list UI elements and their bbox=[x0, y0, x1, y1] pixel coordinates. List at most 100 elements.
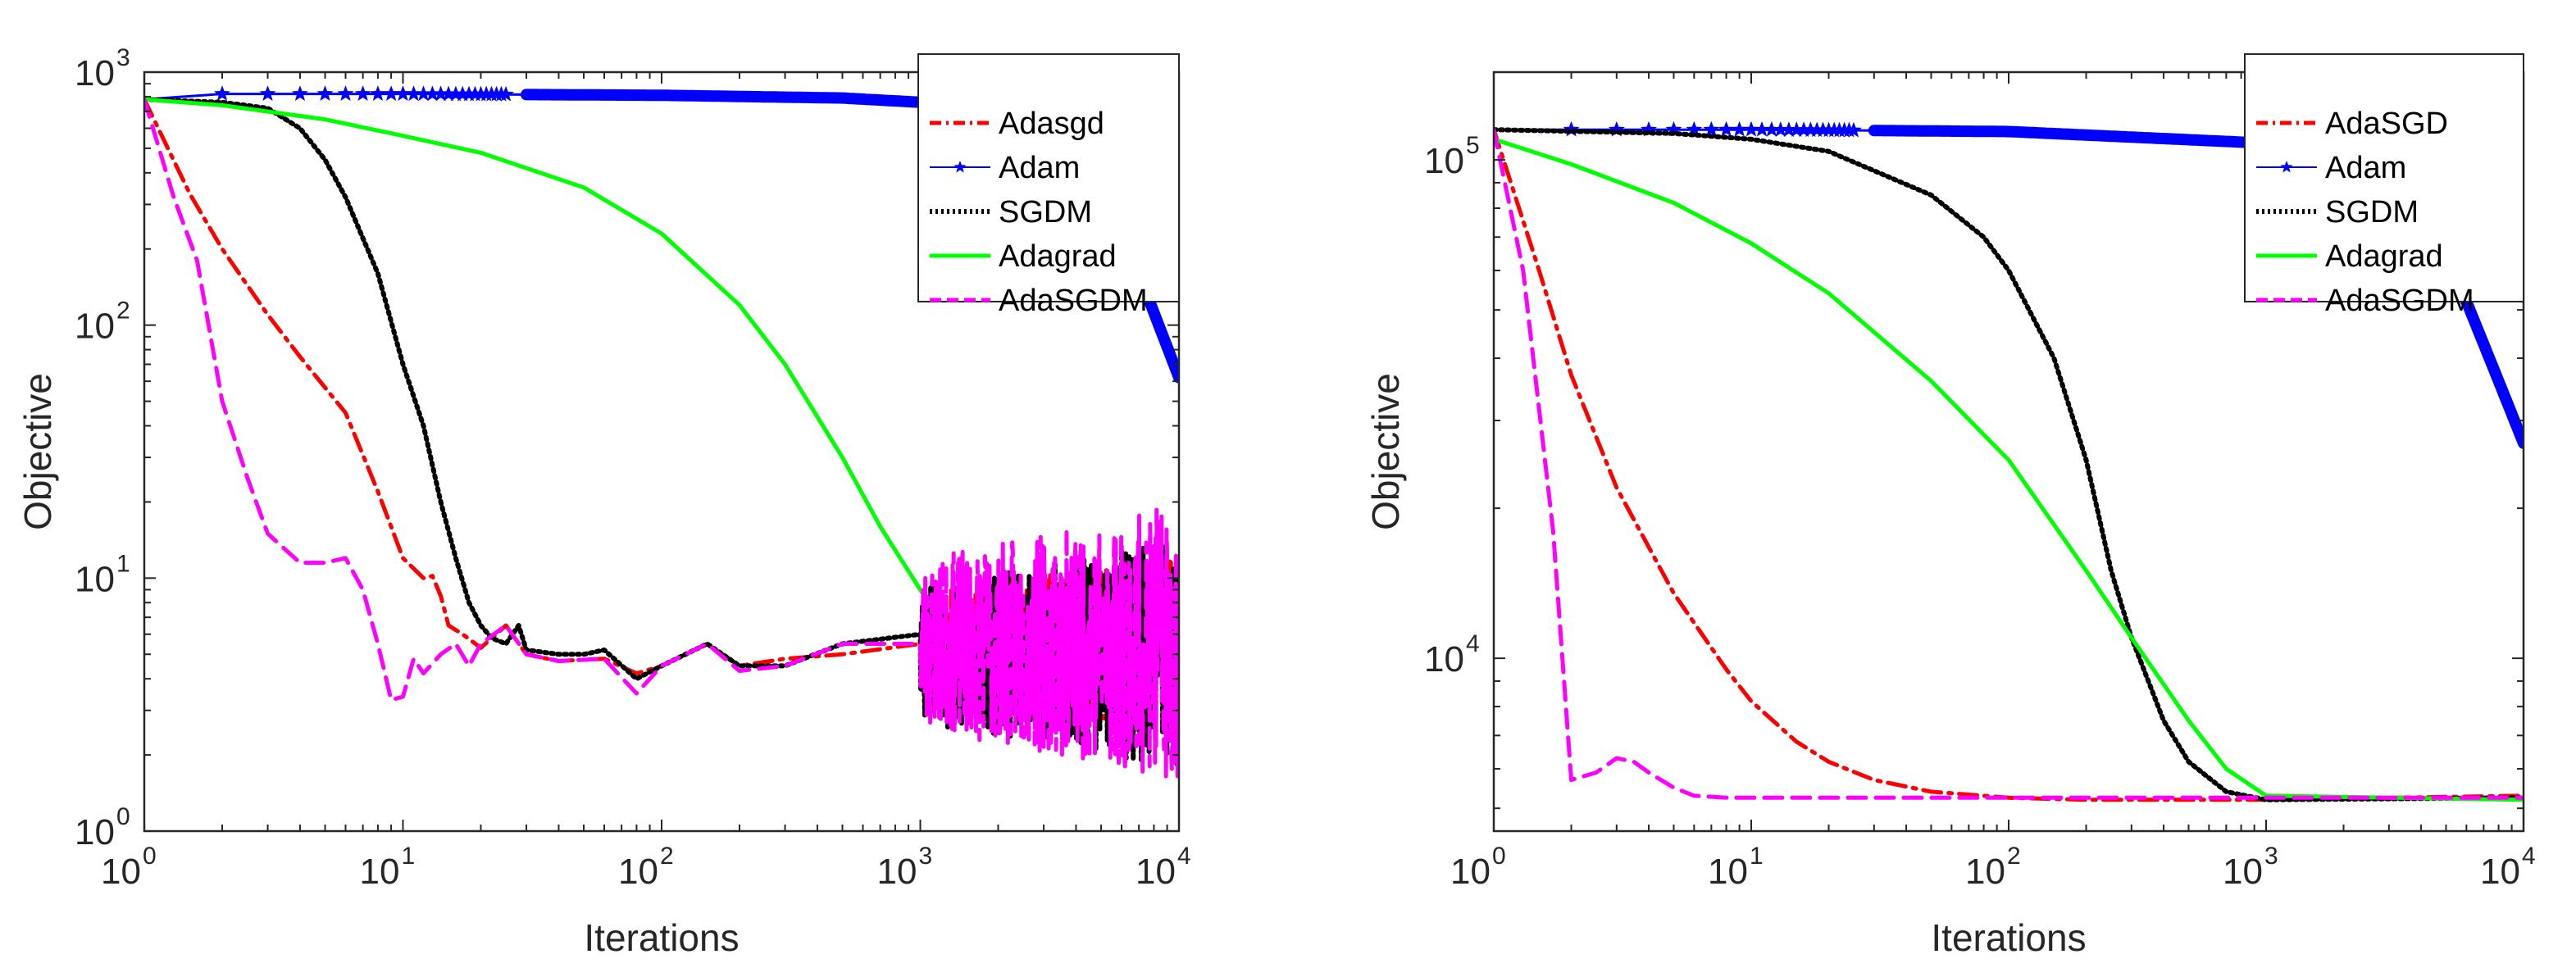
legend-left: Adasgd Adam SGDM Adagrad AdaSGDM bbox=[917, 53, 1180, 318]
series-marker-adam bbox=[214, 85, 230, 102]
x-tick-label: 10 2 bbox=[1965, 843, 2021, 892]
y-axis-label-left: Objective bbox=[16, 373, 59, 530]
y-tick-label: 10 3 bbox=[75, 44, 130, 93]
y-tick-exp: 1 bbox=[116, 550, 130, 577]
series-marker-adam bbox=[1686, 120, 1703, 137]
series-marker-adam bbox=[292, 85, 308, 102]
y-tick-base: 10 bbox=[1424, 639, 1464, 679]
y-tick-exp: 2 bbox=[116, 298, 130, 325]
x-tick-base: 10 bbox=[1708, 852, 1748, 892]
ticks-right: 10 0 10 1 10 2 10 3 10 410 410 5 bbox=[1424, 72, 2536, 892]
series-marker-adam bbox=[1846, 121, 1862, 138]
y-tick-label: 10 5 bbox=[1424, 132, 1480, 181]
x-axis-label-right: Iterations bbox=[1931, 916, 2086, 959]
x-tick-base: 10 bbox=[1450, 852, 1491, 892]
x-tick-label: 10 3 bbox=[2223, 843, 2278, 892]
x-tick-label: 10 1 bbox=[1708, 843, 1764, 892]
x-tick-exp: 3 bbox=[919, 843, 933, 870]
series-marker-adam bbox=[259, 85, 276, 102]
y-tick-label: 10 4 bbox=[1424, 630, 1480, 679]
x-tick-base: 10 bbox=[2480, 852, 2520, 892]
series-line-adagrad bbox=[1494, 137, 2524, 802]
y-tick-base: 10 bbox=[1424, 141, 1464, 181]
legend-item-adam: Adam bbox=[2256, 151, 2406, 185]
y-tick-base: 10 bbox=[75, 53, 115, 93]
series-line-adasgdm bbox=[1494, 127, 2524, 800]
x-tick-exp: 2 bbox=[2007, 843, 2021, 870]
x-tick-label: 10 4 bbox=[2480, 843, 2536, 892]
x-tick-base: 10 bbox=[2223, 852, 2263, 892]
legend-label: Adasgd bbox=[999, 107, 1104, 141]
y-tick-exp: 0 bbox=[116, 803, 130, 830]
series-marker-adam bbox=[498, 85, 514, 102]
x-tick-base: 10 bbox=[360, 852, 400, 892]
x-tick-label: 10 4 bbox=[1136, 843, 1191, 892]
legend-item-adasgdm: AdaSGDM bbox=[2256, 284, 2474, 318]
legend-item-adasgd: AdaSGD bbox=[2256, 107, 2448, 141]
x-tick-label: 10 2 bbox=[618, 843, 674, 892]
legend-label: SGDM bbox=[999, 195, 1092, 229]
legend-label: AdaSGDM bbox=[999, 284, 1148, 318]
legend-label: AdaSGD bbox=[2325, 107, 2448, 141]
y-tick-base: 10 bbox=[75, 559, 115, 599]
series-marker-adam bbox=[337, 85, 354, 102]
legend-star-marker bbox=[2280, 161, 2293, 173]
series-marker-adam bbox=[316, 85, 334, 102]
series-line-adagrad bbox=[144, 97, 952, 637]
y-tick-label: 10 0 bbox=[75, 803, 130, 852]
legend-item-sgdm: SGDM bbox=[930, 195, 1092, 229]
x-axis-label-left: Iterations bbox=[584, 916, 739, 959]
legend-label: Adam bbox=[999, 151, 1080, 185]
y-tick-label: 10 2 bbox=[75, 298, 130, 347]
legend-item-adam: Adam bbox=[930, 151, 1080, 185]
legend-item-adasgdm: AdaSGDM bbox=[930, 284, 1148, 318]
chart-right: 10 0 10 1 10 2 10 3 10 410 410 5 Iterations Objecti… bbox=[1364, 53, 2536, 959]
x-tick-exp: 0 bbox=[143, 843, 157, 870]
legend-item-adagrad: Adagrad bbox=[2256, 239, 2443, 274]
legend-item-adagrad: Adagrad bbox=[930, 239, 1117, 274]
x-tick-label: 10 0 bbox=[101, 843, 157, 892]
y-tick-exp: 4 bbox=[1466, 630, 1480, 657]
plot-area-left bbox=[144, 85, 1179, 779]
ticks-left: 10 0 10 1 10 2 10 3 10 410 010 110 210 3 bbox=[75, 44, 1191, 892]
legend-item-adasgd: Adasgd bbox=[930, 107, 1104, 141]
series-line-adasgdm bbox=[144, 97, 1179, 779]
x-tick-exp: 0 bbox=[1492, 843, 1506, 870]
legend-label: Adagrad bbox=[2325, 239, 2443, 274]
legend-label: Adam bbox=[2325, 151, 2406, 185]
x-tick-exp: 4 bbox=[2522, 843, 2536, 870]
legend-label: Adagrad bbox=[999, 239, 1117, 274]
x-tick-exp: 3 bbox=[2264, 843, 2278, 870]
x-tick-base: 10 bbox=[1965, 852, 2005, 892]
x-tick-base: 10 bbox=[618, 852, 658, 892]
series-marker-adam bbox=[1718, 120, 1735, 137]
series-marker-adam bbox=[1703, 120, 1720, 137]
legend-right: AdaSGD Adam SGDM Adagrad AdaSGDM bbox=[2244, 53, 2524, 318]
x-tick-label: 10 3 bbox=[877, 843, 933, 892]
x-tick-label: 10 0 bbox=[1450, 843, 1506, 892]
x-tick-exp: 2 bbox=[660, 843, 674, 870]
y-axis-label-right: Objective bbox=[1364, 373, 1407, 530]
legend-label: AdaSGDM bbox=[2325, 284, 2474, 318]
legend-item-sgdm: SGDM bbox=[2256, 195, 2419, 229]
legend-box-left bbox=[917, 53, 1180, 302]
x-tick-exp: 1 bbox=[402, 843, 416, 870]
y-tick-label: 10 1 bbox=[75, 550, 130, 599]
legend-box-right bbox=[2244, 53, 2524, 302]
series-line-sgdm bbox=[1494, 127, 2524, 802]
x-tick-label: 10 1 bbox=[360, 843, 416, 892]
series-marker-adam bbox=[370, 85, 386, 102]
x-tick-exp: 1 bbox=[1750, 843, 1764, 870]
series-marker-adam bbox=[354, 85, 371, 102]
x-tick-exp: 4 bbox=[1177, 843, 1191, 870]
y-tick-base: 10 bbox=[75, 812, 115, 852]
x-tick-base: 10 bbox=[101, 852, 141, 892]
y-tick-exp: 5 bbox=[1466, 132, 1480, 159]
legend-label: SGDM bbox=[2325, 195, 2419, 229]
y-tick-base: 10 bbox=[75, 307, 115, 347]
x-tick-base: 10 bbox=[1136, 852, 1176, 892]
x-tick-base: 10 bbox=[877, 852, 917, 892]
